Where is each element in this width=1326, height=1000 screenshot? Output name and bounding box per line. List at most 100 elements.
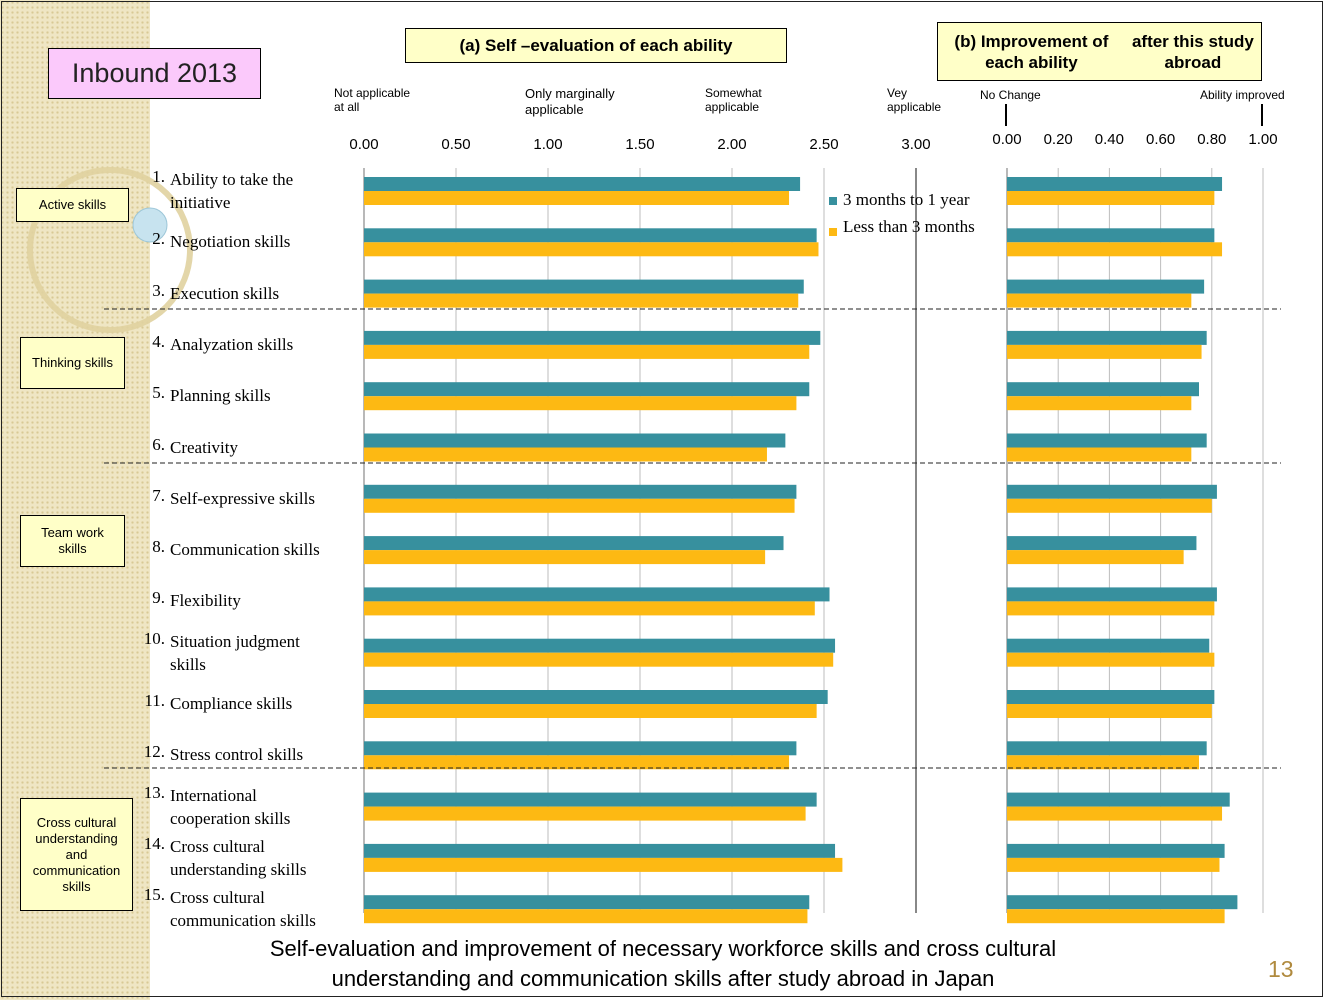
- chart-b-bar-s1-r1: [1007, 242, 1223, 257]
- chart-b-tick-label-5: 1.00: [1248, 131, 1278, 148]
- chart-a-bar-s0-r2: [364, 279, 804, 294]
- category-label-5-line1: Planning skills: [170, 386, 271, 406]
- caption-line2: understanding and communication skills a…: [331, 966, 995, 991]
- page-number: 13: [1268, 956, 1294, 982]
- chart-b-bar-s0-r1: [1007, 228, 1215, 243]
- scale-label-4-line2: applicable: [887, 100, 942, 114]
- chart-a-bar-s0-r5: [364, 433, 786, 448]
- scale-label-3-line1: Somewhat: [705, 86, 762, 100]
- legend-swatch-3-months-to-1-year: [829, 197, 837, 205]
- chart-a-tick-label-0: 0.00: [349, 136, 379, 153]
- chart-a-bar-s0-r12: [364, 792, 817, 807]
- chart-b-bar-s1-r6: [1007, 498, 1212, 513]
- category-label-10-line2: skills: [170, 654, 206, 674]
- chart-b-bar-s0-r11: [1007, 741, 1207, 756]
- chart-a-tick-label-3: 1.50: [625, 136, 655, 153]
- panel-b-title: (b) Improvement of each ability after thi…: [937, 22, 1262, 81]
- category-number-8: 8.: [152, 537, 165, 557]
- panel-b-title-line1: (b) Improvement of each ability: [954, 31, 1109, 72]
- chart-b-bar-s0-r8: [1007, 587, 1217, 602]
- chart-a-bar-s1-r0: [364, 191, 790, 205]
- scale-label-somewhat: Somewhat applicable: [705, 86, 762, 114]
- panel-a-title: (a) Self –evaluation of each ability: [405, 28, 787, 63]
- category-number-5: 5.: [152, 383, 165, 403]
- chart-a-bar-s1-r10: [364, 704, 817, 718]
- chart-a-bar-s0-r9: [364, 638, 836, 653]
- chart-a-bar-s1-r11: [364, 755, 790, 770]
- category-label-15-line1: Cross cultural: [170, 888, 265, 908]
- group-box-thinking-skills: Thinking skills: [20, 337, 125, 389]
- scale-label-2-line2: applicable: [525, 102, 584, 117]
- chart-b-bar-s1-r12: [1007, 806, 1223, 821]
- chart-a-tick-label-1: 0.50: [441, 136, 471, 153]
- chart-b-bar-s1-r5: [1007, 447, 1192, 462]
- chart-b-bar-s1-r10: [1007, 704, 1212, 718]
- chart-a-tick-label-2: 1.00: [533, 136, 563, 153]
- category-number-7: 7.: [152, 485, 165, 505]
- caption-line1: Self-evaluation and improvement of neces…: [269, 936, 1057, 961]
- chart-a-bar-s0-r7: [364, 536, 784, 551]
- slide-caption: Self-evaluation and improvement of neces…: [150, 934, 1176, 994]
- chart-a-bar-s1-r5: [364, 447, 767, 462]
- scale-label-no-change: No Change: [980, 88, 1041, 102]
- category-number-6: 6.: [152, 434, 165, 454]
- category-number-10: 10.: [143, 628, 165, 648]
- scale-label-3-line2: applicable: [705, 100, 760, 114]
- chart-b-tick-label-2: 0.40: [1094, 131, 1124, 148]
- chart-b-bar-s0-r7: [1007, 536, 1197, 551]
- chart-b-bar-s0-r2: [1007, 279, 1205, 294]
- panel-b-title-line2: after this study abroad: [1131, 31, 1254, 72]
- category-number-13: 13.: [143, 782, 165, 802]
- chart-a-tick-label-6: 3.00: [901, 136, 931, 153]
- group-box-active-skills: Active skills: [16, 188, 129, 222]
- chart-a-bar-s1-r2: [364, 293, 799, 308]
- chart-a-bar-s1-r1: [364, 242, 819, 257]
- chart-b-bar-s1-r8: [1007, 601, 1215, 616]
- chart-b-bar-s1-r2: [1007, 293, 1192, 308]
- chart-b-bar-s0-r14: [1007, 895, 1238, 910]
- chart-b-bar-s1-r14: [1007, 909, 1225, 924]
- chart-a-bar-s1-r14: [364, 909, 808, 924]
- chart-b-bar-s0-r13: [1007, 843, 1225, 858]
- category-label-8-line1: Communication skills: [170, 540, 320, 560]
- category-number-12: 12.: [143, 742, 165, 762]
- chart-a-bar-s0-r3: [364, 330, 821, 345]
- chart-b-tick-label-4: 0.80: [1197, 131, 1227, 148]
- chart-b-bar-s1-r0: [1007, 191, 1215, 205]
- chart-b-bar-s1-r13: [1007, 857, 1220, 872]
- category-label-9-line1: Flexibility: [170, 591, 241, 611]
- category-label-15-line2: communication skills: [170, 911, 316, 931]
- category-label-10-line1: Situation judgment: [170, 631, 300, 651]
- chart-b-bar-s1-r11: [1007, 755, 1199, 770]
- category-label-14-line1: Cross cultural: [170, 836, 265, 856]
- category-label-11-line1: Compliance skills: [170, 694, 293, 713]
- category-number-2: 2.: [152, 229, 165, 249]
- legend-label-less-than-3-months: Less than 3 months: [843, 217, 975, 236]
- chart-b-bar-s0-r3: [1007, 330, 1207, 345]
- scale-label-1-line2: at all: [334, 100, 360, 114]
- scale-label-4-line1: Vey: [887, 86, 908, 100]
- chart-a-bar-s1-r3: [364, 344, 810, 359]
- category-number-4: 4.: [152, 331, 165, 351]
- category-label-4-line1: Analyzation skills: [170, 334, 294, 354]
- chart-a-bar-s1-r8: [364, 601, 815, 616]
- category-label-1-line1: Ability to take the: [170, 170, 294, 189]
- category-number-9: 9.: [152, 588, 165, 608]
- category-number-11: 11.: [144, 691, 165, 710]
- chart-b-bar-s0-r6: [1007, 484, 1217, 499]
- chart-b-bar-s0-r0: [1007, 177, 1223, 191]
- chart-a-bar-s1-r6: [364, 498, 795, 513]
- group-box-cross-cultural: Cross cultural understanding and communi…: [20, 798, 133, 911]
- category-label-7-line1: Self-expressive skills: [170, 488, 315, 508]
- category-number-3: 3.: [152, 280, 165, 300]
- chart-b-tick-label-1: 0.20: [1043, 131, 1073, 148]
- category-label-2-line1: Negotiation skills: [170, 232, 291, 252]
- category-label-3-line1: Execution skills: [170, 283, 280, 303]
- chart-a-bar-s1-r4: [364, 396, 797, 411]
- chart-a-bar-s1-r12: [364, 806, 806, 821]
- chart-b-bar-s1-r4: [1007, 396, 1192, 411]
